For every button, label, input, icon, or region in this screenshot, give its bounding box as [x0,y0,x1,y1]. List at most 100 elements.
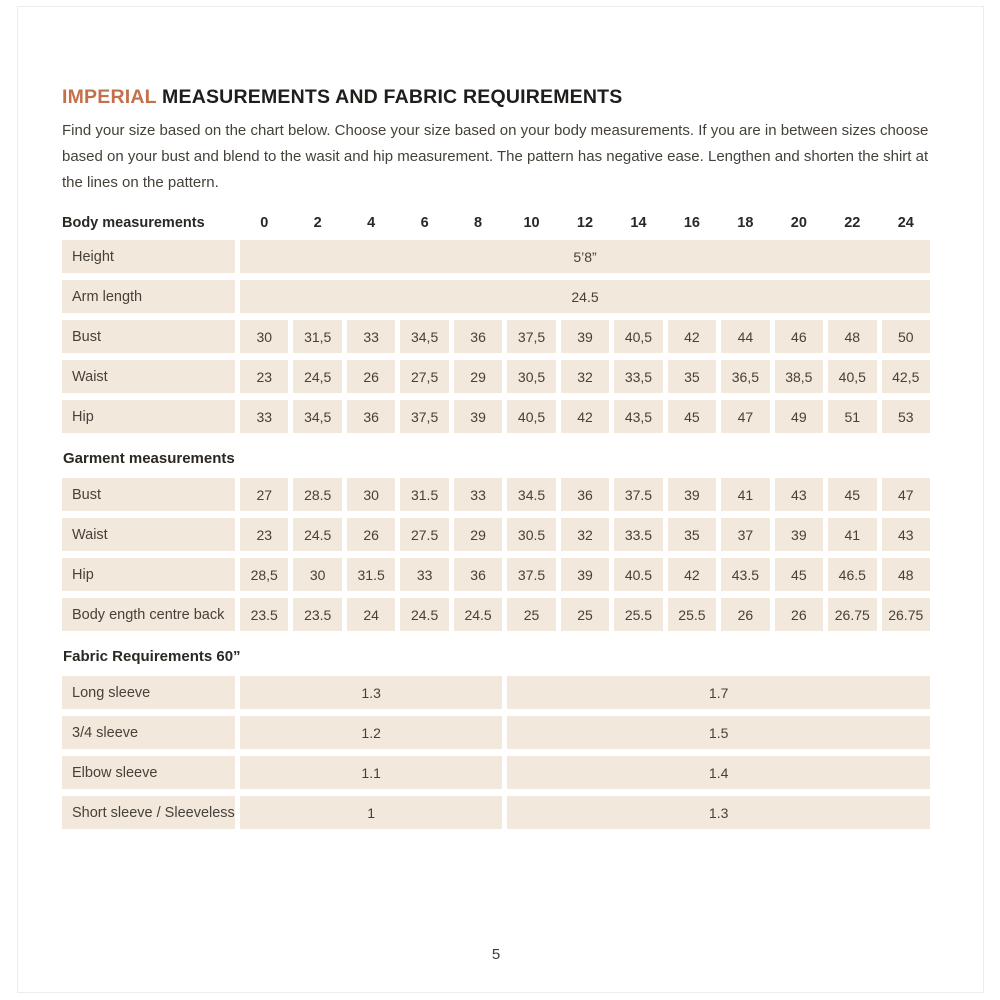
value-cell: 43 [881,518,930,552]
value-cell: 29 [453,518,503,552]
value-cell: 33,5 [614,360,663,394]
value-cell: 23 [240,518,289,552]
value-cell: 26 [721,598,770,632]
value-cell: 43,5 [614,400,663,434]
value-cell: 37.5 [507,558,556,592]
value-cell: 49 [774,400,824,434]
value-cell: 42 [560,400,610,434]
value-cell: 30 [240,320,289,354]
row-label: Long sleeve [62,676,235,710]
value-cell: 26 [346,360,396,394]
value-cell: 36 [453,320,503,354]
fabric-requirements-table: Long sleeve 1.3 1.7 3/4 sleeve 1.2 1.5 Elbow s… [62,676,930,830]
value-cell: 36,5 [721,360,770,394]
value-cell: 31.5 [400,478,449,512]
value-cell: 26 [346,518,396,552]
row-label: Arm length [62,280,235,314]
value-cell: 39 [667,478,717,512]
value-cell: 33.5 [614,518,663,552]
value-cell: 34,5 [400,320,449,354]
value-cell: 47 [881,478,930,512]
value-cell: 30 [346,478,396,512]
value-cell: 48 [828,320,877,354]
fabric-yardage-large-sizes: 1.7 [507,676,930,710]
row-label: 3/4 sleeve [62,716,235,750]
merged-value-cell: 5’8” [240,240,930,274]
value-cell: 35 [667,360,717,394]
size-column-header: 16 [683,215,700,232]
document-page: IMPERIAL MEASUREMENTS AND FABRIC REQUIRE… [62,86,930,830]
merged-value-cell: 24.5 [240,280,930,314]
fabric-yardage-large-sizes: 1.5 [507,716,930,750]
value-cell: 40,5 [507,400,556,434]
size-header-label: Body measurements [62,215,205,232]
value-cell: 29 [453,360,503,394]
value-cell: 37,5 [507,320,556,354]
value-cell: 24 [346,598,396,632]
row-label: Hip [62,558,235,592]
value-cell: 26.75 [881,598,930,632]
fabric-yardage-small-sizes: 1 [240,796,503,830]
value-cell: 45 [828,478,877,512]
value-cell: 47 [721,400,770,434]
value-cell: 26.75 [828,598,877,632]
value-cell: 34,5 [293,400,342,434]
value-cell: 33 [400,558,449,592]
value-cell: 39 [560,320,610,354]
garment-measurements-table: Bust 27 28.5 30 31.5 33 34.5 36 37.5 39 41 43 45 47 Wa… [62,478,930,632]
intro-text: Find your size based on the chart below.… [62,122,929,191]
size-column-header: 14 [630,215,647,232]
value-cell: 53 [881,400,930,434]
value-cell: 43 [774,478,824,512]
value-cell: 27.5 [400,518,449,552]
value-cell: 28,5 [240,558,289,592]
fabric-yardage-small-sizes: 1.2 [240,716,503,750]
value-cell: 33 [453,478,503,512]
value-cell: 24.5 [293,518,342,552]
value-cell: 27,5 [400,360,449,394]
size-column-header: 6 [420,215,429,232]
value-cell: 33 [346,320,396,354]
value-cell: 32 [560,518,610,552]
value-cell: 35 [667,518,717,552]
value-cell: 45 [774,558,824,592]
value-cell: 40,5 [828,360,877,394]
row-label: Elbow sleeve [62,756,235,790]
value-cell: 37 [721,518,770,552]
value-cell: 42,5 [881,360,930,394]
value-cell: 30 [293,558,342,592]
value-cell: 45 [667,400,717,434]
value-cell: 23 [240,360,289,394]
value-cell: 37.5 [614,478,663,512]
page-number: 5 [491,946,501,963]
size-column-header: 8 [474,215,483,232]
row-label: Body ength centre back [62,598,235,632]
title-highlight: IMPERIAL [62,86,157,108]
value-cell: 43.5 [721,558,770,592]
value-cell: 41 [828,518,877,552]
value-cell: 24.5 [400,598,449,632]
value-cell: 23.5 [240,598,289,632]
value-cell: 25 [507,598,556,632]
value-cell: 46 [774,320,824,354]
value-cell: 41 [721,478,770,512]
value-cell: 39 [774,518,824,552]
fabric-section-heading: Fabric Requirements 60” [63,648,241,666]
value-cell: 31,5 [293,320,342,354]
row-label: Hip [62,400,235,434]
row-label: Short sleeve / Sleeveless [62,796,235,830]
value-cell: 25.5 [614,598,663,632]
value-cell: 36 [453,558,503,592]
size-column-header: 24 [897,215,914,232]
value-cell: 25.5 [667,598,717,632]
value-cell: 50 [881,320,930,354]
value-cell: 39 [453,400,503,434]
value-cell: 25 [560,598,610,632]
value-cell: 46.5 [828,558,877,592]
fabric-yardage-large-sizes: 1.3 [507,796,930,830]
value-cell: 31.5 [346,558,396,592]
value-cell: 33 [240,400,289,434]
fabric-yardage-small-sizes: 1.1 [240,756,503,790]
value-cell: 26 [774,598,824,632]
value-cell: 51 [828,400,877,434]
